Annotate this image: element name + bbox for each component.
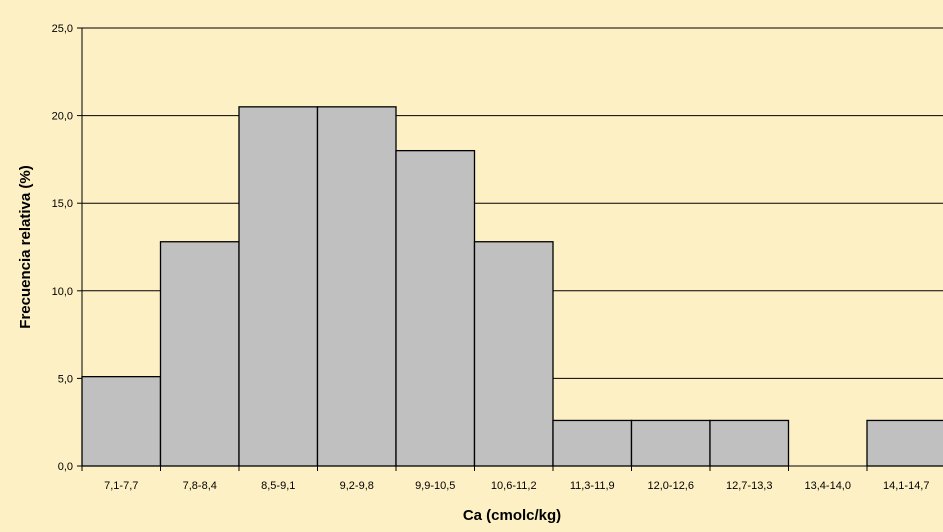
bar: [866, 419, 943, 467]
y-tick-label: 25,0: [52, 23, 73, 35]
y-axis-label: Frecuencia relativa (%): [17, 165, 34, 328]
bar: [395, 149, 476, 467]
y-tick-label: 0,0: [58, 461, 73, 473]
y-tick-label: 5,0: [58, 373, 73, 385]
y-tick-label: 20,0: [52, 111, 73, 123]
y-tick-labels: 0,0 5,0 10,0 15,0 20,0 25,0: [52, 23, 82, 473]
bar: [81, 375, 162, 467]
y-tick-label: 15,0: [52, 198, 73, 210]
bar: [238, 106, 319, 467]
x-tick-label: 13,4-14,0: [805, 480, 851, 492]
axes: [81, 28, 943, 467]
bars: [81, 106, 943, 467]
x-tick-label: 9,2-9,8: [340, 480, 374, 492]
x-tick-label: 12,7-13,3: [726, 480, 772, 492]
bar: [473, 241, 554, 467]
x-tick-label: 11,3-11,9: [570, 480, 615, 492]
x-tick-label: 9,9-10,5: [415, 480, 455, 492]
y-tick-label: 10,0: [52, 286, 73, 298]
bar: [159, 241, 240, 467]
x-axis-label: Ca (cmolc/kg): [463, 507, 561, 524]
x-tick-label: 10,6-11,2: [491, 480, 537, 492]
x-tick-label: 14,1-14,7: [883, 480, 929, 492]
x-tick-label: 7,8-8,4: [183, 480, 217, 492]
bar: [316, 106, 397, 467]
x-tick-label: 8,5-9,1: [261, 480, 295, 492]
x-tick-labels: 7,1-7,7 7,8-8,4 8,5-9,1 9,2-9,8 9,9-10,5 10,6…: [81, 466, 929, 492]
bar: [552, 419, 633, 467]
x-tick-label: 12,0-12,6: [648, 480, 694, 492]
bar: [630, 419, 711, 467]
bar: [709, 419, 790, 467]
x-tick-label: 7,1-7,7: [104, 480, 138, 492]
